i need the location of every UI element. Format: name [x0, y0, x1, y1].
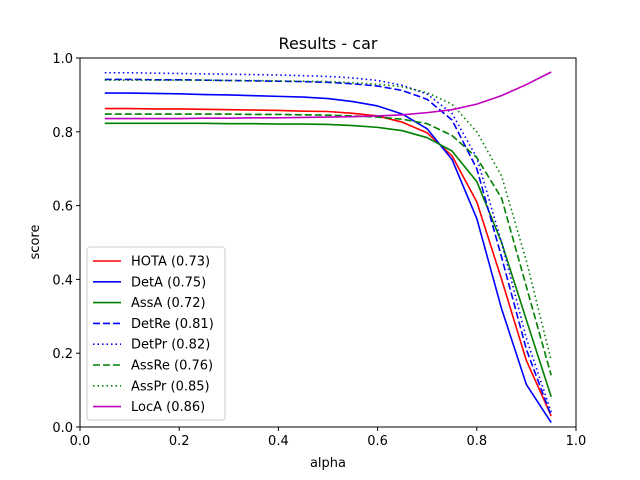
- legend-item: DetRe (0.81): [93, 317, 214, 332]
- legend-item: DetA (0.75): [93, 275, 206, 290]
- series-line-asspr: [104, 79, 552, 361]
- series-line-assre: [104, 113, 552, 376]
- plot-area: [79, 57, 577, 428]
- series-line-assa: [104, 122, 552, 397]
- x-tick-label: 0.0: [70, 434, 91, 449]
- legend-item: DetPr (0.82): [93, 338, 210, 353]
- legend: HOTA (0.73) DetA (0.75) AssA (0.72) DetRe (…: [86, 246, 226, 421]
- x-axis-ticks: 0.0 0.2 0.4 0.6 0.8 1.0: [70, 427, 587, 449]
- y-tick-label: 0.8: [52, 126, 73, 141]
- x-tick-label: 0.2: [169, 434, 190, 449]
- legend-item: HOTA (0.73): [93, 255, 210, 270]
- chart-title: Results - car: [279, 34, 378, 53]
- x-tick-label: 0.6: [367, 434, 388, 449]
- legend-label: AssRe (0.76): [131, 359, 213, 374]
- series-line-hota: [104, 107, 552, 417]
- plot-frame: [79, 57, 577, 428]
- series-line-loca: [104, 71, 552, 120]
- legend-item: AssPr (0.85): [93, 379, 210, 394]
- x-axis-label: alpha: [310, 456, 346, 471]
- y-axis-label: score: [28, 225, 43, 260]
- legend-label: LocA (0.86): [131, 400, 205, 415]
- y-tick-label: 0.0: [52, 421, 73, 436]
- y-tick-label: 1.0: [52, 52, 73, 67]
- legend-item: LocA (0.86): [93, 400, 205, 415]
- legend-box: [86, 246, 226, 421]
- legend-label: AssPr (0.85): [131, 379, 210, 394]
- legend-label: DetPr (0.82): [131, 338, 210, 353]
- x-tick-label: 0.8: [466, 434, 487, 449]
- y-tick-label: 0.4: [52, 273, 73, 288]
- legend-label: AssA (0.72): [131, 296, 206, 311]
- y-axis-ticks: 0.0 0.2 0.4 0.6 0.8 1.0: [52, 52, 80, 436]
- legend-item: AssA (0.72): [93, 296, 206, 311]
- series-line-deta: [104, 92, 552, 424]
- legend-label: DetA (0.75): [131, 275, 206, 290]
- series-line-detre: [104, 78, 552, 417]
- series-layer: [104, 71, 552, 424]
- y-tick-label: 0.2: [52, 347, 73, 362]
- y-tick-label: 0.6: [52, 200, 73, 215]
- x-tick-label: 1.0: [566, 434, 587, 449]
- x-tick-label: 0.4: [268, 434, 289, 449]
- legend-label: DetRe (0.81): [131, 317, 214, 332]
- legend-item: AssRe (0.76): [93, 359, 213, 374]
- legend-label: HOTA (0.73): [131, 255, 210, 270]
